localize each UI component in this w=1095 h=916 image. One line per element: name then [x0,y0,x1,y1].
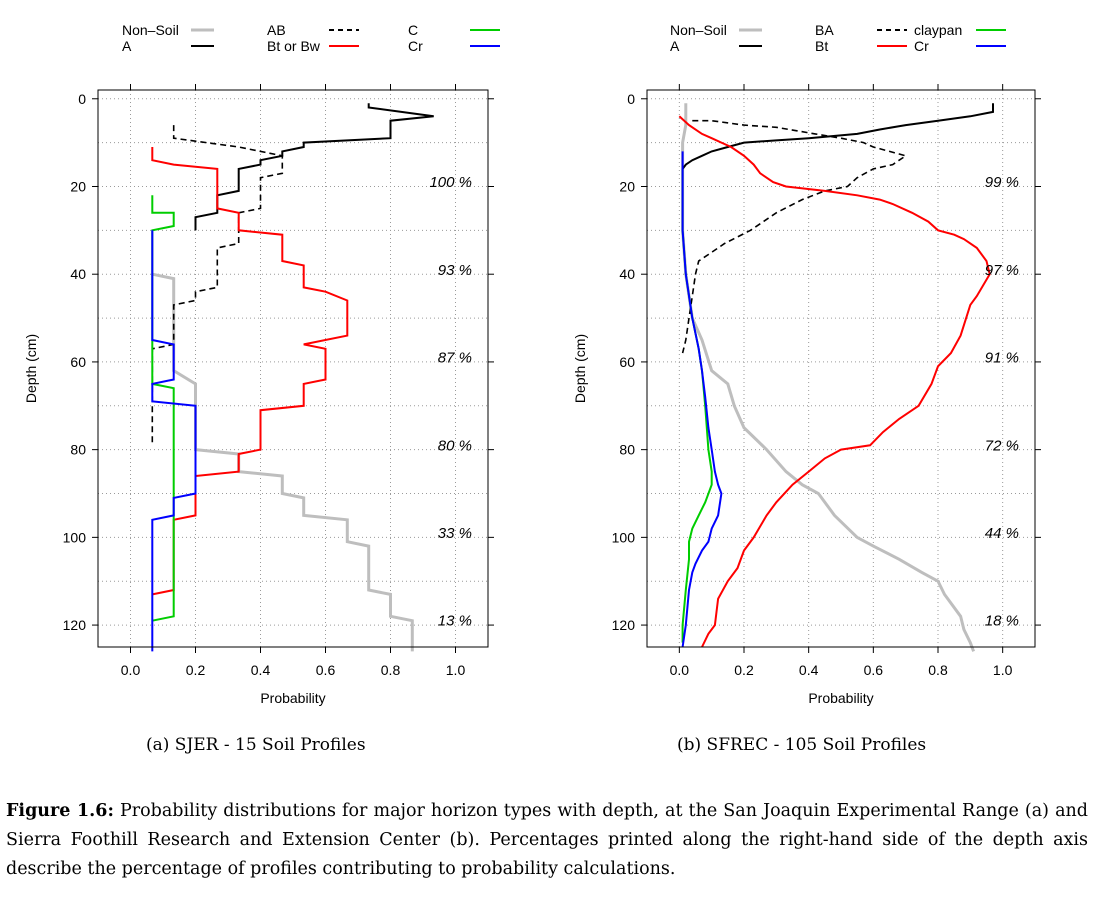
figure-canvas: 0.0 0.2 0.4 0.6 0.8 1.0 0 20 40 60 80 100 120 Probabi… [23,22,1041,706]
profile-percent-label: 72 % [985,437,1019,454]
profile-percent-label: 80 % [438,437,472,454]
panel-b-sfrec: 0.0 0.2 0.4 0.6 0.8 1.0 0 20 40 60 80 100 120 Probabi… [572,22,1041,706]
x-tick-label: 0.2 [734,662,754,678]
series-line-bt [678,115,991,648]
y-tick-label: 80 [619,442,635,458]
plot-frame [646,89,1036,648]
x-tick-label: 0.4 [251,662,271,678]
series-line-bt-or-bw [151,147,349,596]
x-tick-label: 0.2 [186,662,206,678]
x-axis-label: Probability [260,690,325,706]
series-line-ab [151,125,284,446]
x-tick-label: 0.6 [864,662,884,678]
y-tick-label: 80 [70,442,86,458]
caption-text: Probability distributions for major hori… [6,801,1088,879]
legend-label: Non–Soil [670,22,727,38]
legend-label: A [122,38,132,54]
legend-label: Non–Soil [122,22,179,38]
x-tick-label: 0.4 [799,662,819,678]
legend-label: Cr [408,38,423,54]
y-axis-label: Depth (cm) [23,334,39,403]
x-tick-label: 1.0 [446,662,466,678]
series-line-a [681,103,994,170]
y-tick-label: 0 [627,91,635,107]
caption-label: Figure 1.6: [6,801,114,821]
y-tick-label: 20 [619,178,635,194]
profile-percent-label: 44 % [985,525,1019,542]
x-tick-label: 0.0 [670,662,690,678]
x-tick-label: 0.8 [928,662,948,678]
y-tick-label: 120 [612,617,636,633]
plot-frame [97,89,489,648]
legend-label: claypan [914,22,962,38]
legend-label: A [670,38,680,54]
legend-label: BA [815,22,834,38]
profile-percent-label: 13 % [438,613,472,630]
legend-label: Bt or Bw [267,38,321,54]
series-line-cr [151,230,197,652]
profile-percent-label: 91 % [985,350,1019,367]
y-tick-label: 20 [70,178,86,194]
x-tick-label: 0.6 [316,662,336,678]
profile-percent-label: 33 % [438,525,472,542]
x-axis-label: Probability [808,690,873,706]
profile-percent-label: 18 % [985,613,1019,630]
y-tick-label: 120 [63,617,87,633]
y-tick-label: 40 [619,266,635,282]
series-line-c [151,195,175,622]
legend-label: AB [267,22,286,38]
x-tick-label: 1.0 [993,662,1013,678]
subcaption-b: (b) SFREC - 105 Soil Profiles [677,735,927,755]
profile-percent-label: 100 % [429,174,472,191]
legend-label: Bt [815,38,828,54]
y-tick-label: 60 [70,354,86,370]
series-line-cr [681,151,723,648]
x-tick-label: 0.8 [381,662,401,678]
y-tick-label: 0 [78,91,86,107]
legend-label: C [408,22,418,38]
profile-percent-label: 99 % [985,174,1019,191]
y-tick-label: 40 [70,266,86,282]
subcaption-a: (a) SJER - 15 Soil Profiles [146,735,366,755]
series-line-ba [681,119,908,354]
figure-caption: Figure 1.6: Probability distributions fo… [6,797,1088,884]
y-tick-label: 60 [619,354,635,370]
legend-label: Cr [914,38,929,54]
profile-percent-label: 97 % [985,262,1019,279]
profile-percent-label: 87 % [438,350,472,367]
profile-percent-label: 93 % [438,262,472,279]
series-line-non-soil [681,103,976,652]
y-tick-label: 100 [612,529,636,545]
x-tick-label: 0.0 [121,662,141,678]
y-axis-label: Depth (cm) [572,334,588,403]
panel-a-sjer: 0.0 0.2 0.4 0.6 0.8 1.0 0 20 40 60 80 100 120 Probabi… [23,22,500,706]
y-tick-label: 100 [63,529,87,545]
series-line-non-soil [151,272,414,652]
